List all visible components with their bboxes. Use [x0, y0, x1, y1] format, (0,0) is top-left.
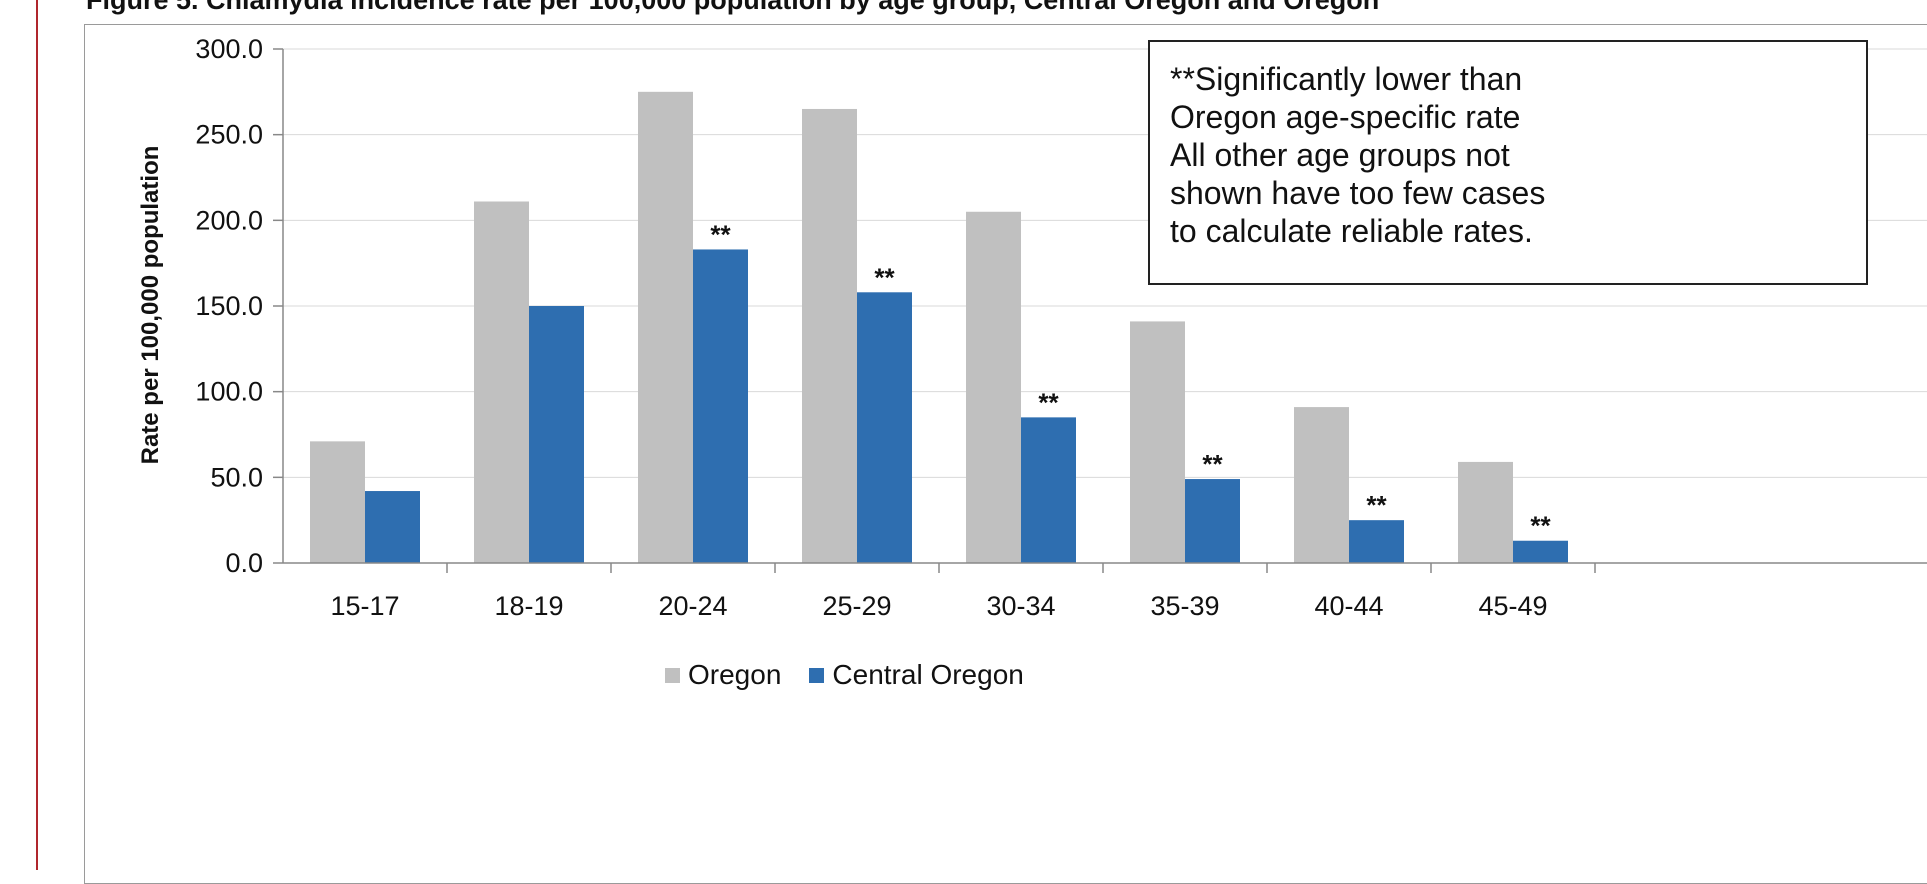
legend-label-central-oregon: Central Oregon	[832, 659, 1024, 690]
axes	[273, 48, 1927, 573]
y-tick-label: 150.0	[195, 291, 263, 321]
significance-marker: **	[1530, 511, 1551, 541]
x-tick-label: 18-19	[494, 591, 563, 621]
bar-oregon-15-17	[310, 441, 365, 563]
bar-central-oregon-25-29	[857, 292, 912, 563]
x-tick-label: 35-39	[1150, 591, 1219, 621]
bar-oregon-20-24	[638, 91, 693, 563]
chart-legend: Oregon Central Oregon	[665, 655, 1024, 695]
bar-central-oregon-15-17	[365, 491, 420, 563]
bar-central-oregon-30-34	[1021, 417, 1076, 563]
bar-oregon-35-39	[1130, 321, 1185, 563]
significance-marker: **	[1202, 449, 1223, 479]
bar-central-oregon-35-39	[1185, 479, 1240, 563]
legend-swatch-oregon	[665, 667, 680, 683]
legend-label-oregon: Oregon	[688, 659, 782, 690]
y-tick-label: 200.0	[195, 205, 263, 235]
y-tick-label: 250.0	[195, 120, 263, 150]
note-line: shown have too few cases	[1170, 175, 1546, 211]
bar-oregon-18-19	[474, 201, 529, 563]
bar-oregon-30-34	[966, 211, 1021, 563]
note-line: to calculate reliable rates.	[1170, 213, 1533, 249]
significance-markers: ** ** ** ** ** **	[710, 219, 1551, 540]
x-tick-label: 15-17	[330, 591, 399, 621]
y-axis-title: Rate per 100,000 population	[137, 146, 164, 465]
bar-oregon-25-29	[802, 108, 857, 563]
significance-note-box: **Significantly lower than Oregon age-sp…	[1148, 40, 1868, 285]
page-margin-rule	[36, 0, 38, 870]
y-tick-label: 0.0	[225, 548, 263, 578]
bars	[310, 91, 1568, 563]
note-line: All other age groups not	[1170, 137, 1510, 173]
note-line: **Significantly lower than	[1170, 61, 1523, 97]
x-tick-label: 30-34	[986, 591, 1055, 621]
note-line: Oregon age-specific rate	[1170, 99, 1521, 135]
bar-central-oregon-18-19	[529, 306, 584, 563]
y-tick-label: 100.0	[195, 377, 263, 407]
significance-marker: **	[710, 219, 731, 249]
legend-item-central-oregon: Central Oregon	[809, 659, 1024, 691]
significance-marker: **	[1038, 387, 1059, 417]
bar-oregon-40-44	[1294, 407, 1349, 563]
x-tick-label: 25-29	[822, 591, 891, 621]
bar-oregon-45-49	[1458, 461, 1513, 563]
legend-swatch-central-oregon	[809, 667, 825, 683]
y-tick-label: 50.0	[210, 462, 263, 492]
tick-labels: 300.0 250.0 200.0 150.0 100.0 50.0 0.0 15-17 18-…	[195, 34, 1547, 621]
legend-item-oregon: Oregon	[665, 659, 781, 691]
significance-marker: **	[1366, 490, 1387, 520]
y-tick-label: 300.0	[195, 34, 263, 64]
x-tick-label: 20-24	[658, 591, 727, 621]
x-tick-label: 45-49	[1478, 591, 1547, 621]
x-tick-label: 40-44	[1314, 591, 1383, 621]
figure-title: Figure 5. Chlamydia incidence rate per 1…	[86, 0, 1380, 15]
bar-central-oregon-40-44	[1349, 520, 1404, 563]
bar-central-oregon-45-49	[1513, 540, 1568, 563]
bar-central-oregon-20-24	[693, 249, 748, 563]
significance-marker: **	[874, 262, 895, 292]
